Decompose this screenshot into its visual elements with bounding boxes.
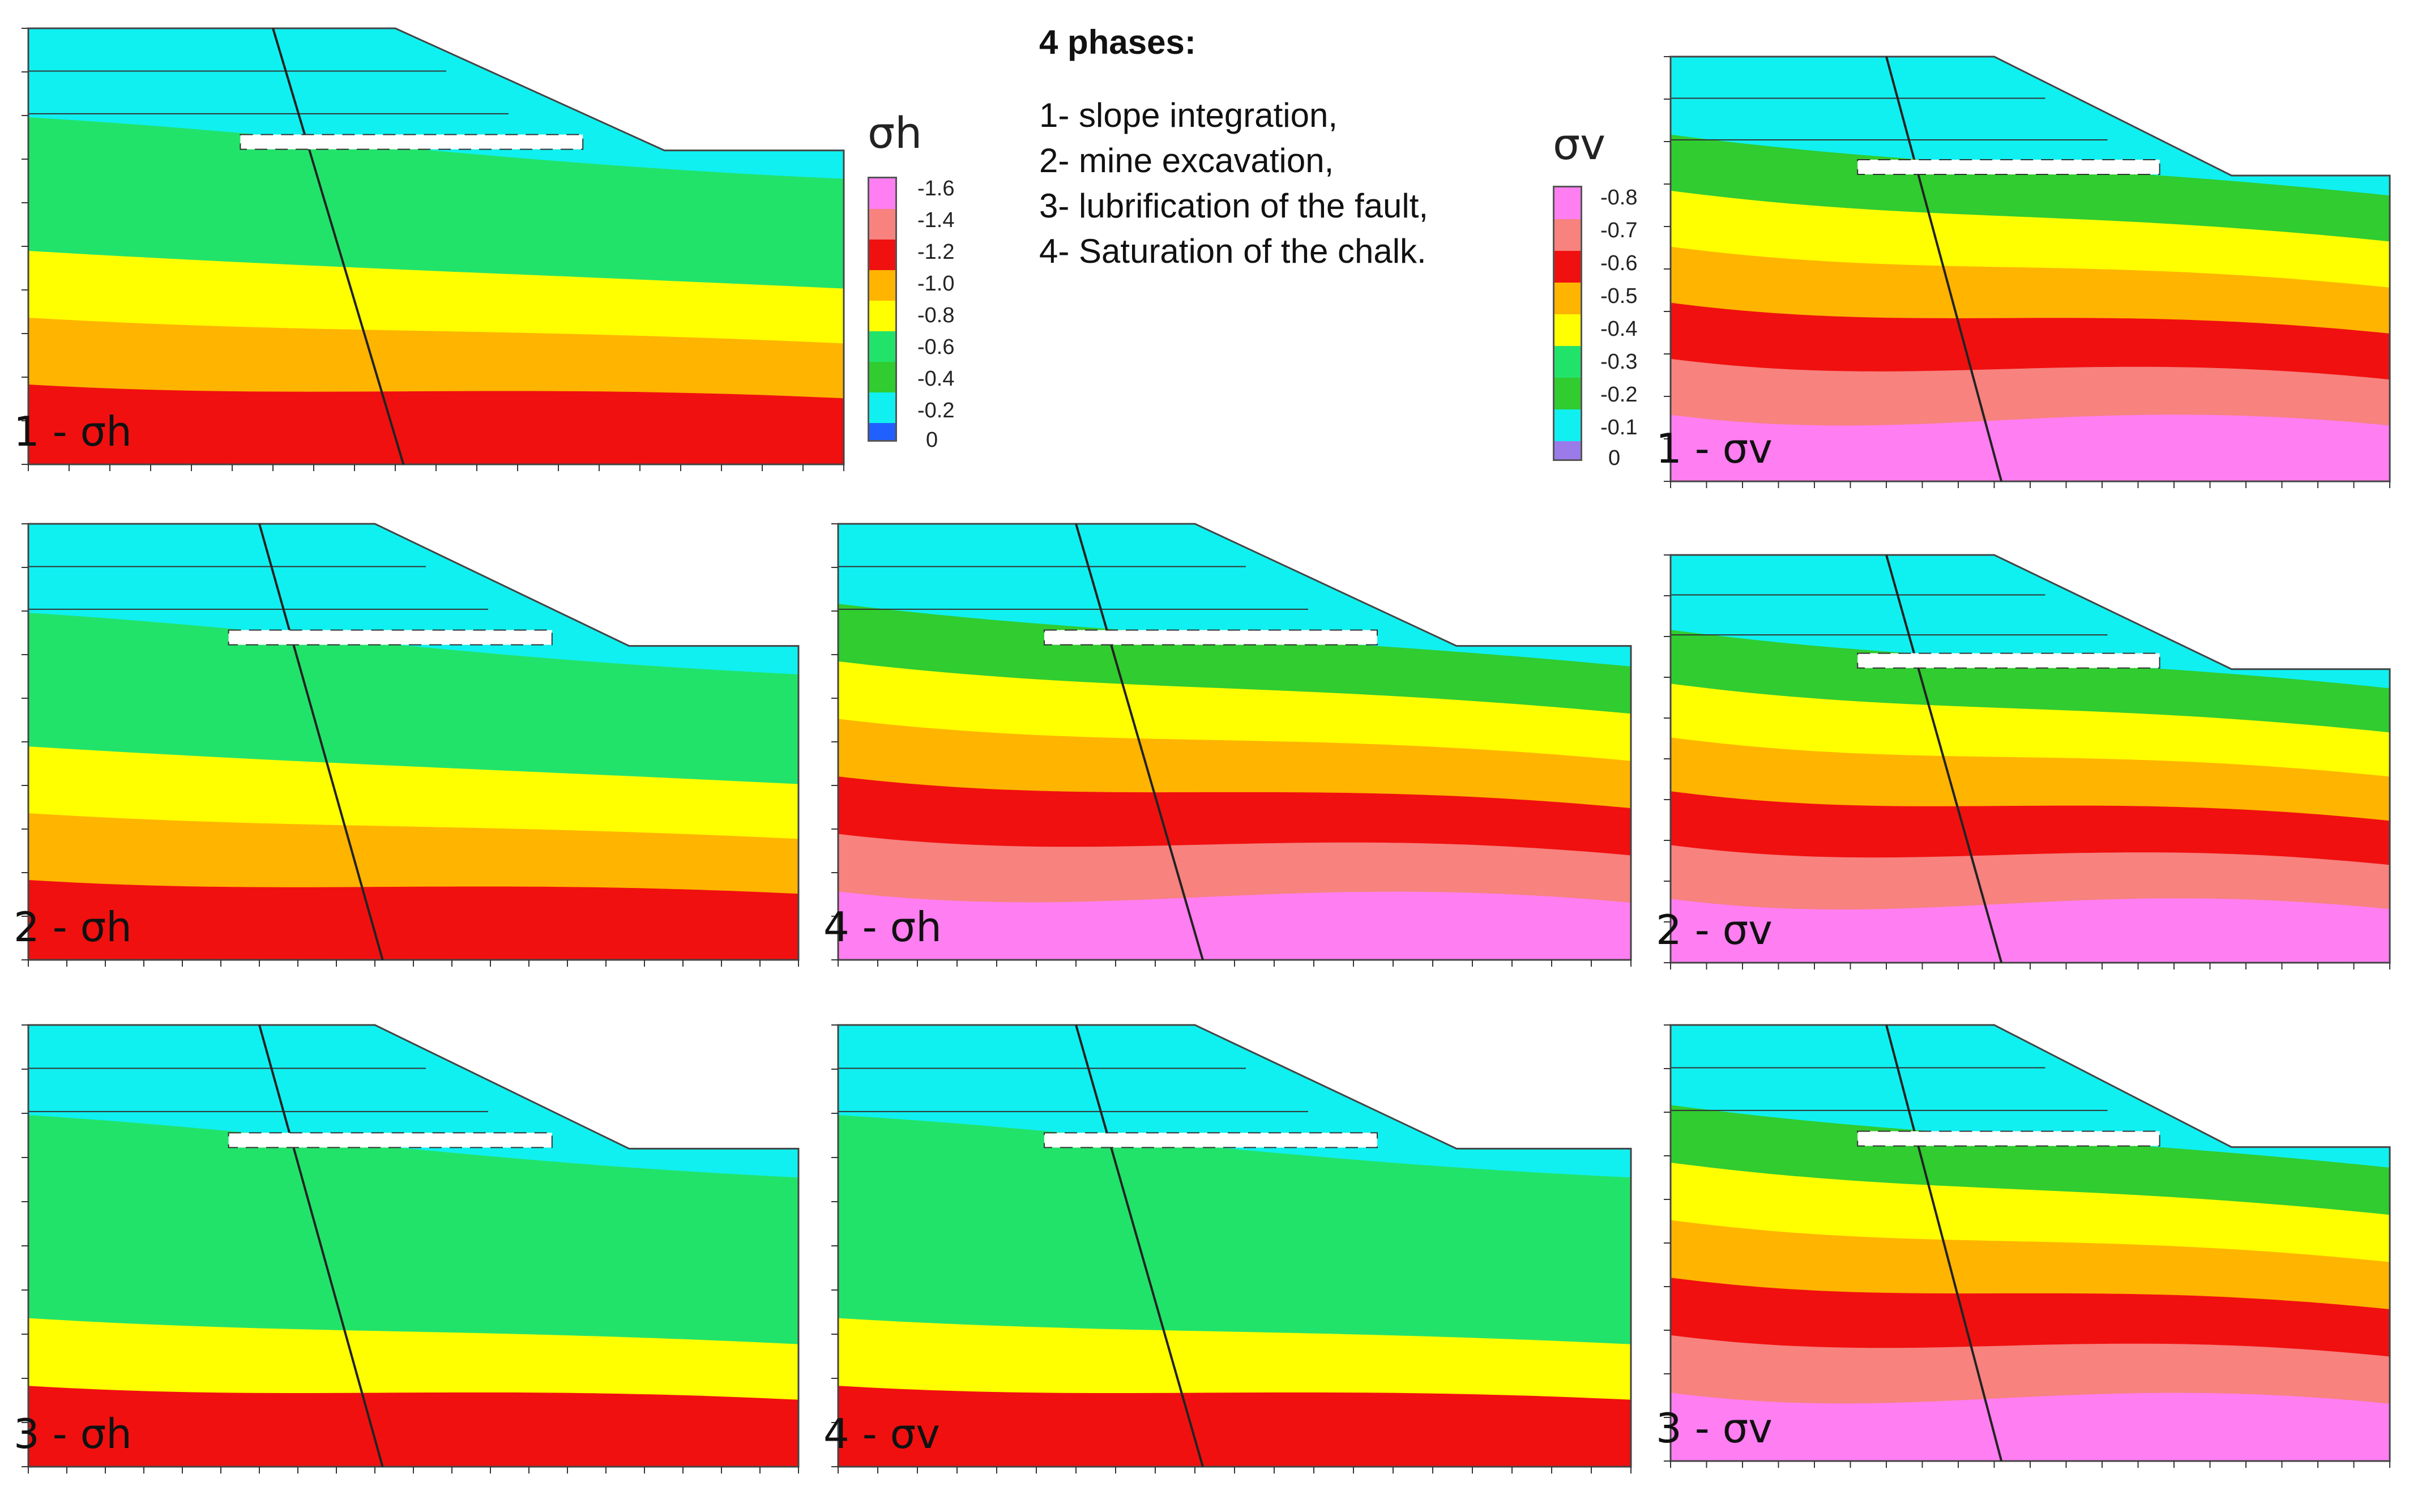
contour-plot-4-sh [831,523,1632,967]
contour-panel-1-sv: 1 - σv [1648,45,2401,521]
mine-gallery [240,134,584,150]
fault-line [258,1024,384,1467]
contour-plot-2-sv [1664,554,2391,969]
legend-sigma-v: σv -0.8 -0.7 -0.6 -0.5 -0.4 -0.3 -0.2 -0… [1546,119,1659,470]
contour-band [838,891,1631,960]
legend-h-tick: 0 [926,428,938,452]
contour-band [28,28,509,71]
legend-h-tick: -1.2 [917,240,955,264]
contour-panel-4-sv: 4 - σv [815,1014,1642,1506]
panel-label-2-sh: 2 - σh [14,903,132,951]
mine-gallery [228,1132,553,1148]
legend-v-tick: -0.5 [1600,284,1638,308]
phase-item-2: 2- mine excavation, [1039,142,1334,180]
phase-item-1: 1- slope integration, [1039,96,1338,134]
legend-h-tick: -0.6 [917,335,955,359]
mine-gallery [228,629,553,646]
legend-v-tick: -0.3 [1600,350,1638,374]
legend-v-tick: -0.7 [1600,219,1638,242]
contour-band [28,879,798,960]
legend-v-tick: -0.6 [1600,251,1638,275]
phases-title: 4 phases: [1039,23,1196,61]
legend-colorbar-h [868,177,897,442]
mine-gallery [1044,629,1378,646]
legend-colorbar-v [1553,186,1582,461]
legend-v-tick: -0.1 [1600,416,1638,439]
mine-gallery [1044,1132,1378,1148]
contour-panel-3-sh: 3 - σh [6,1014,810,1506]
panel-label-2-sv: 2 - σv [1656,906,1773,954]
legend-symbol-sigma-v: σv [1553,119,1606,169]
legend-h-tick: -1.4 [917,208,955,232]
contour-panel-2-sh: 2 - σh [6,512,810,1000]
panel-label-1-sv: 1 - σv [1656,425,1773,472]
contour-band [1671,898,2390,963]
mine-gallery [1857,159,2160,175]
legend-h-tick: -1.6 [917,177,955,200]
legend-sigma-h: σh -1.6 -1.4 -1.2 -1.0 -0.8 -0.6 -0.4 -0… [861,108,1008,459]
contour-panel-2-sv: 2 - σv [1648,544,2401,1002]
fault-line [1885,1024,2003,1462]
contour-band [1671,1392,2390,1461]
fault-line [1075,1024,1204,1467]
legend-v-tick: 0 [1608,446,1621,470]
contour-panel-4-sh: 4 - σh [815,512,1642,1000]
panel-label-3-sv: 3 - σv [1656,1404,1773,1452]
phase-item-4: 4- Saturation of the chalk. [1039,232,1427,270]
legend-v-tick: -0.2 [1600,383,1638,407]
mine-gallery [1857,652,2160,669]
contour-panel-1-sh: 1 - σh [6,17,855,504]
contour-plot-1-sh [22,27,845,471]
fault-line [258,523,384,960]
fault-line [1075,523,1204,960]
contour-panel-3-sv: 3 - σv [1648,1014,2401,1501]
contour-plot-3-sv [1664,1024,2391,1468]
legend-v-tick: -0.8 [1600,186,1638,210]
phases-note: 4 phases: 1- slope integration, 2- mine … [1039,23,1428,278]
contour-band [838,1025,1308,1069]
contour-band [838,524,1308,567]
legend-h-tick: -0.4 [917,367,955,391]
contour-band [838,1385,1631,1467]
contour-band [28,384,844,464]
panel-label-1-sh: 1 - σh [14,408,132,455]
legend-h-tick: -0.8 [917,304,955,327]
contour-plot-1-sv [1664,55,2391,488]
contour-band [28,1385,798,1467]
panel-label-4-sv: 4 - σv [823,1410,940,1458]
panel-label-4-sh: 4 - σh [823,903,942,951]
legend-symbol-sigma-h: σh [868,108,923,158]
contour-band [1671,414,2390,481]
fault-line [272,28,405,465]
phase-item-3: 3- lubrification of the fault, [1039,187,1429,225]
contour-plot-2-sh [22,523,800,967]
legend-h-tick: -1.0 [917,272,955,296]
legend-v-tick: -0.4 [1600,317,1638,341]
mine-gallery [1857,1130,2160,1147]
contour-plot-3-sh [22,1024,800,1473]
fault-line [1885,554,2003,963]
legend-h-tick: -0.2 [917,399,955,422]
fault-line [1885,56,2003,482]
contour-plot-4-sv [831,1024,1632,1473]
panel-label-3-sh: 3 - σh [14,1410,132,1458]
